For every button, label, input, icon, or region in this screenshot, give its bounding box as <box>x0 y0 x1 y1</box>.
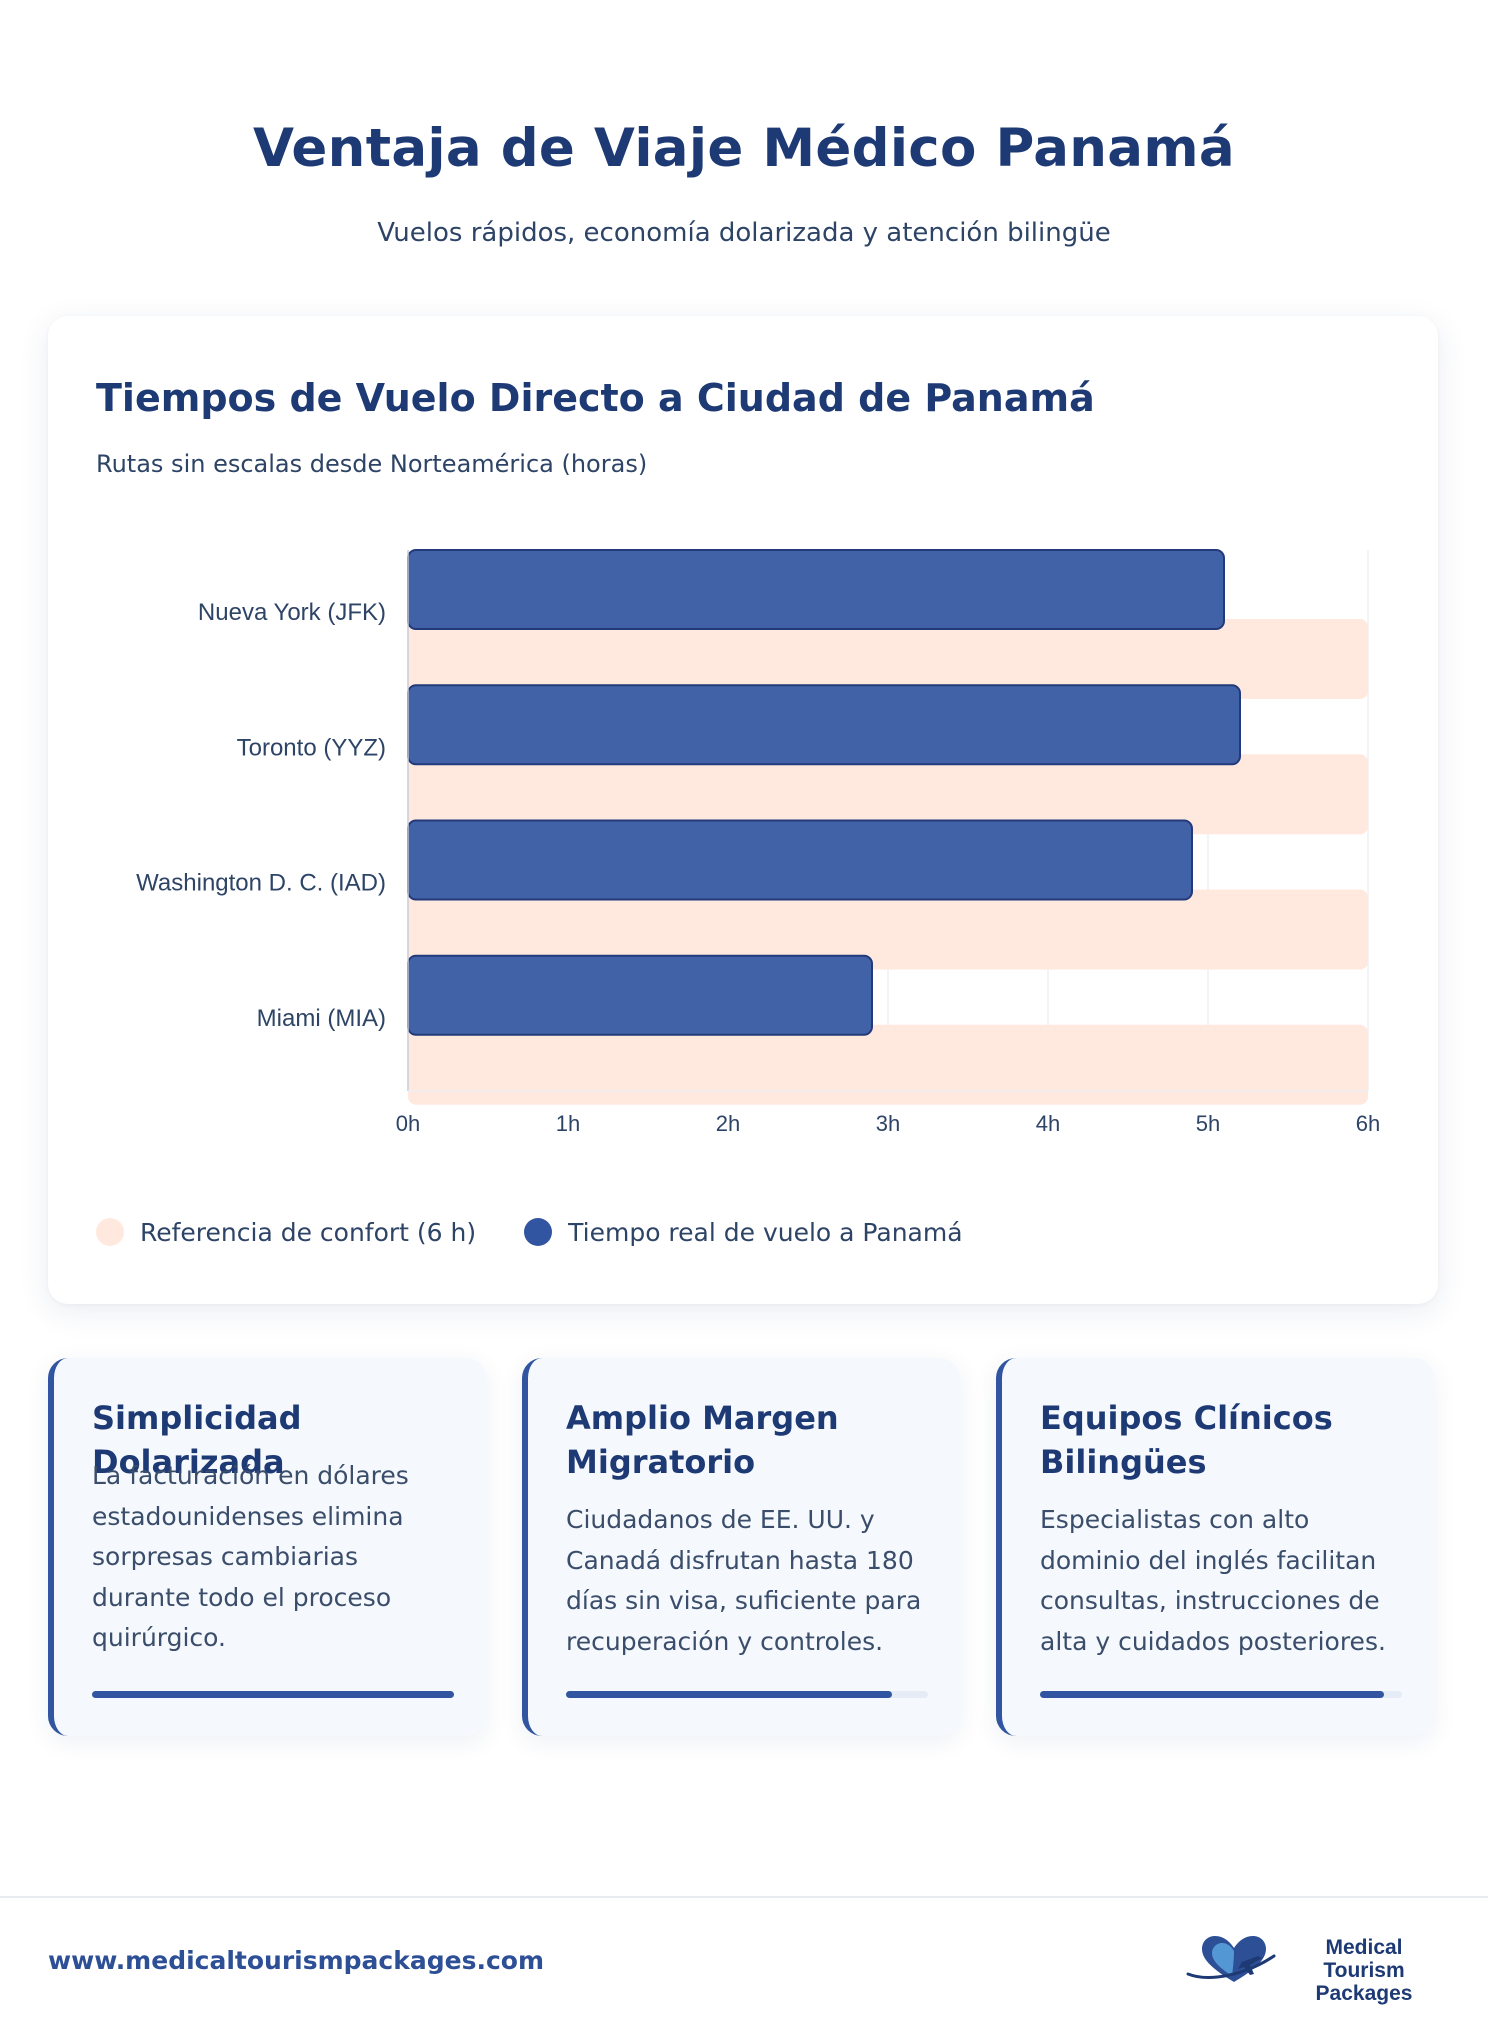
chart-legend: Referencia de confort (6 h) Tiempo real … <box>96 1214 1011 1250</box>
chart-title: Tiempos de Vuelo Directo a Ciudad de Pan… <box>96 376 1095 420</box>
feature-progress-track <box>1040 1691 1402 1698</box>
category-label: Washington D. C. (IAD) <box>136 870 386 897</box>
feature-text: Especialistas con alto dominio del inglé… <box>1040 1505 1386 1656</box>
feature-card-bilingual: Equipos Clínicos Bilingües Especialistas… <box>996 1358 1434 1736</box>
legend-item-reference: Referencia de confort (6 h) <box>96 1218 476 1247</box>
x-tick-label: 5h <box>1196 1111 1220 1136</box>
logo-text-line1: Medical Tourism <box>1323 1936 1405 1982</box>
x-tick-label: 2h <box>716 1111 740 1136</box>
x-tick-label: 4h <box>1036 1111 1060 1136</box>
logo-text: Medical Tourism Packages <box>1284 1936 1444 2005</box>
legend-label-reference: Referencia de confort (6 h) <box>140 1217 477 1247</box>
feature-progress-track <box>92 1691 454 1698</box>
bar-chart: Nueva York (JFK) Toronto (YYZ) Washington … <box>136 549 1380 1136</box>
feature-progress-fill <box>92 1691 454 1698</box>
chart-subtitle: Rutas sin escalas desde Norteamérica (ho… <box>96 450 648 478</box>
feature-progress-fill <box>1040 1691 1384 1698</box>
bar-actual <box>407 819 1193 901</box>
bar-reference <box>408 619 1368 699</box>
page-subtitle: Vuelos rápidos, economía dolarizada y at… <box>377 218 1111 248</box>
feature-progress-track <box>566 1691 928 1698</box>
feature-card-migration: Amplio Margen Migratorio Ciudadanos de E… <box>522 1358 960 1736</box>
bar-actual <box>407 549 1225 630</box>
legend-item-actual: Tiempo real de vuelo a Panamá <box>524 1217 963 1247</box>
page-title: Ventaja de Viaje Médico Panamá <box>253 118 1235 179</box>
feature-title: Equipos Clínicos Bilingües <box>1040 1399 1333 1481</box>
brand-logo: Medical Tourism Packages <box>1184 1932 1444 2005</box>
footer-divider <box>0 1896 1488 1898</box>
category-label: Miami (MIA) <box>257 1005 386 1032</box>
bar-reference <box>408 1024 1368 1105</box>
x-tick-label: 3h <box>876 1111 900 1136</box>
x-tick-label: 0h <box>396 1111 420 1136</box>
category-label: Toronto (YYZ) <box>237 734 386 761</box>
bar-actual <box>407 954 873 1036</box>
legend-label-actual: Tiempo real de vuelo a Panamá <box>568 1217 963 1247</box>
bar-reference <box>408 889 1368 970</box>
feature-title: Amplio Margen Migratorio <box>566 1399 839 1481</box>
feature-card-dollarized: Simplicidad Dolarizada La facturación en… <box>48 1358 486 1736</box>
category-label: Nueva York (JFK) <box>198 599 386 626</box>
footer-url-link[interactable]: www.medicaltourismpackages.com <box>48 1946 545 1975</box>
logo-text-line2: Packages <box>1315 1982 1413 2005</box>
heart-airplane-icon <box>1186 1936 1276 1982</box>
feature-progress-fill <box>566 1691 892 1698</box>
legend-swatch-reference <box>96 1218 124 1246</box>
bar-actual <box>407 684 1241 766</box>
bar-reference <box>408 754 1368 835</box>
x-tick-label: 6h <box>1356 1111 1380 1136</box>
feature-text: Ciudadanos de EE. UU. y Canadá disfrutan… <box>566 1505 922 1656</box>
feature-text: La facturación en dólares estadounidense… <box>92 1461 409 1652</box>
chart-card: Tiempos de Vuelo Directo a Ciudad de Pan… <box>48 316 1438 1304</box>
feature-title: Simplicidad Dolarizada <box>92 1399 302 1481</box>
legend-swatch-actual <box>524 1218 553 1246</box>
x-tick-label: 1h <box>556 1111 580 1136</box>
